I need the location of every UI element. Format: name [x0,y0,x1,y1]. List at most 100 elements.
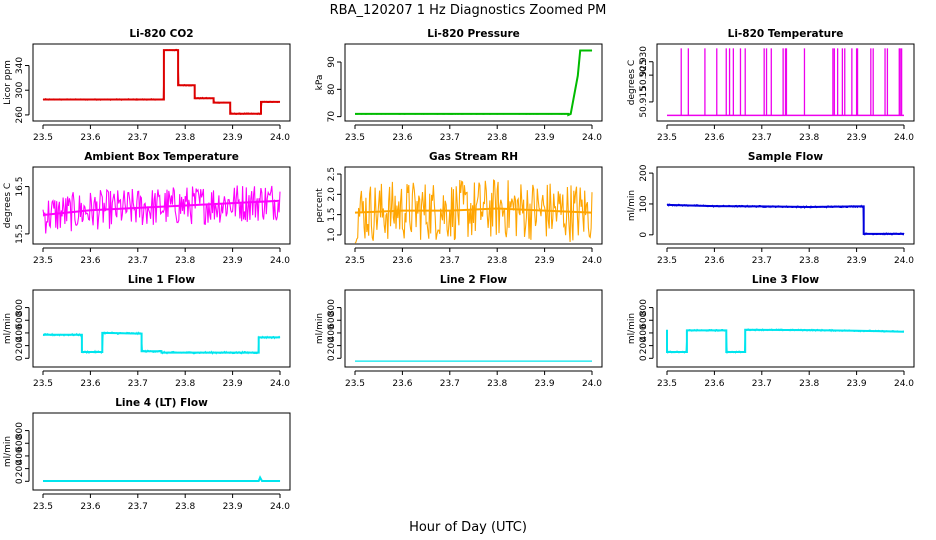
x-tick-label: 23.8 [487,133,507,143]
y-axis-label: ml/min [315,313,325,344]
panel-title: Li-820 Temperature [728,28,844,40]
panel-title: Gas Stream RH [429,151,518,163]
x-tick-label: 23.7 [752,256,772,266]
x-tick-label: 23.8 [799,256,819,266]
y-tick-label: 0 [639,232,649,238]
data-series-ambient-box-temperature [42,185,281,234]
x-tick-label: 23.9 [535,133,555,143]
x-tick-label: 23.5 [33,379,53,389]
panel-ambient-box-temperature: Ambient Box Temperature degrees C 23.5 23.6… [3,151,291,266]
panel-gas-stream-rh: Gas Stream RH percent 23.5 23.6 23.7 23.8 23.9… [315,151,603,266]
x-tick-label: 23.6 [392,256,412,266]
x-tick-label: 23.9 [847,133,867,143]
y-axis-label: percent [315,188,325,223]
y-tick-label: 260 [15,106,25,123]
x-tick-label: 23.8 [175,133,195,143]
x-tick-label: 23.7 [128,379,148,389]
y-tick-label: 400 [639,324,649,341]
y-tick-label: 800 [15,299,25,316]
plot-frame [656,166,915,245]
x-tick-label: 23.8 [799,379,819,389]
x-tick-label: 23.5 [345,379,365,389]
plot-frame [32,412,291,491]
x-tick-label: 23.8 [487,379,507,389]
plot-frame [32,289,291,368]
y-axis-label: kPa [315,75,325,91]
x-tick-label: 23.5 [657,256,677,266]
panel-li-820-temperature: Li-820 Temperature degrees C 23.5 23.6 23.7 2… [627,28,915,143]
y-axis-label: ml/min [627,190,637,221]
x-tick-label: 23.8 [487,256,507,266]
y-axis-label: ml/min [3,436,13,467]
x-tick-label: 23.9 [223,133,243,143]
y-tick-label: 200 [639,164,649,181]
x-tick-label: 24.0 [270,133,290,143]
y-tick-label: 340 [15,57,25,74]
panels: Li-820 CO2 Licor ppm 23.5 23.6 23.7 23.8 23.9 2… [3,28,915,512]
y-axis-label: ml/min [3,313,13,344]
x-tick-label: 23.9 [847,256,867,266]
x-tick-label: 23.9 [223,256,243,266]
x-tick-label: 24.0 [894,379,914,389]
data-series-line-3-flow-steps [666,328,905,353]
panel-title: Ambient Box Temperature [84,151,239,163]
panel-line-1-flow: Line 1 Flow ml/min 23.5 23.6 23.7 23.8 23.9 24.… [3,274,291,389]
x-tick-label: 23.6 [80,256,100,266]
y-axis-label: ml/min [627,313,637,344]
y-tick-label: 0 [15,355,25,361]
x-tick-label: 23.7 [752,379,772,389]
y-tick-label: 50.925 [639,59,649,91]
x-tick-label: 23.9 [535,256,555,266]
x-axis-label: Hour of Day (UTC) [409,520,527,535]
x-tick-label: 23.8 [799,133,819,143]
y-tick-label: 600 [15,311,25,328]
x-tick-label: 23.9 [223,379,243,389]
y-tick-label: 800 [639,299,649,316]
plot-frame [656,289,915,368]
x-tick-label: 23.5 [33,256,53,266]
y-tick-label: 2.0 [327,187,337,202]
data-series-li-820-co2 [42,48,281,116]
y-tick-label: 400 [15,447,25,464]
y-tick-label: 50.915 [639,86,649,118]
plot-frame [344,289,603,368]
y-tick-label: 400 [327,324,337,341]
x-tick-label: 23.8 [175,379,195,389]
x-tick-label: 23.5 [33,502,53,512]
y-tick-label: 400 [15,324,25,341]
plot-frame [656,43,915,122]
x-tick-label: 24.0 [582,133,602,143]
x-tick-label: 23.7 [440,133,460,143]
y-tick-label: 15.5 [15,224,25,244]
x-tick-label: 23.8 [175,256,195,266]
y-tick-label: 200 [15,337,25,354]
y-tick-label: 200 [639,337,649,354]
panel-sample-flow: Sample Flow ml/min 23.5 23.6 23.7 23.8 23.9 24.… [627,151,915,266]
x-tick-label: 24.0 [270,256,290,266]
plot-frame [344,166,603,245]
x-tick-label: 23.7 [440,379,460,389]
x-tick-label: 24.0 [894,256,914,266]
panel-title: Li-820 Pressure [427,28,520,40]
plot-frame [344,43,603,122]
y-tick-label: 1.5 [327,207,337,221]
x-tick-label: 23.9 [223,502,243,512]
figure-title: RBA_120207 1 Hz Diagnostics Zoomed PM [330,3,607,18]
y-tick-label: 1.0 [327,227,337,242]
y-tick-label: 2.5 [327,167,337,181]
x-tick-label: 24.0 [894,133,914,143]
y-tick-label: 50.930 [639,46,649,78]
panel-title: Line 1 Flow [128,274,195,286]
x-tick-label: 24.0 [582,379,602,389]
data-series-li-820-co2-steps [43,49,280,115]
panel-title: Line 3 Flow [752,274,819,286]
x-tick-label: 23.5 [345,133,365,143]
y-tick-label: 16.5 [15,177,25,197]
x-tick-label: 23.6 [704,133,724,143]
data-series-gas-stream-rh [354,179,593,244]
x-tick-label: 23.6 [80,133,100,143]
plot-frame [32,43,291,122]
x-tick-label: 23.7 [128,256,148,266]
x-tick-label: 23.7 [128,502,148,512]
